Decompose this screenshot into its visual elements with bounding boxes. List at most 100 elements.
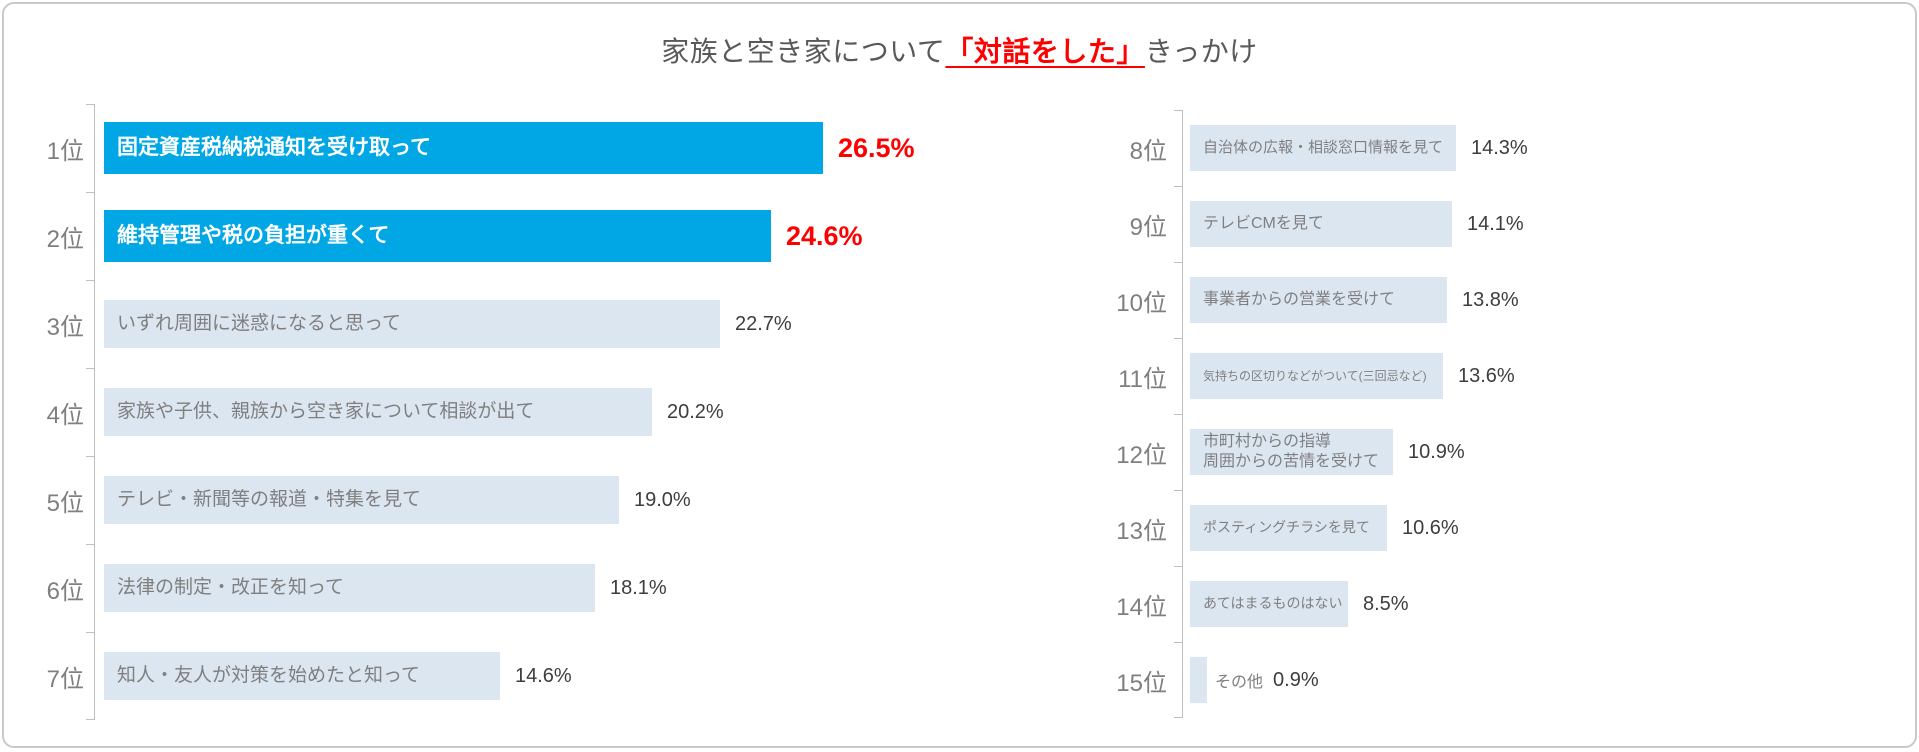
value-label: 24.6% bbox=[786, 220, 863, 251]
rank-label: 10位 bbox=[1116, 289, 1167, 317]
chart-row: 12位 市町村からの指導 周囲からの苦情を受けて 10.9% bbox=[1089, 414, 1899, 490]
rank-label: 6位 bbox=[46, 577, 84, 605]
value-label: 14.3% bbox=[1471, 136, 1528, 159]
bar-label: ポスティングチラシを見て bbox=[1203, 519, 1370, 536]
axis-tick bbox=[86, 368, 94, 369]
chart-row: 7位 知人・友人が対策を始めたと知って 14.6% bbox=[26, 632, 1026, 720]
chart-row: 15位 その他 0.9% bbox=[1089, 642, 1899, 718]
value-label: 18.1% bbox=[610, 576, 667, 599]
bar-label: 固定資産税納税通知を受け取って bbox=[117, 135, 431, 159]
rank-label: 11位 bbox=[1118, 365, 1167, 393]
bar: 自治体の広報・相談窓口情報を見て bbox=[1190, 125, 1456, 171]
bar: テレビCMを見て bbox=[1190, 201, 1452, 247]
rank-label: 13位 bbox=[1116, 517, 1167, 545]
chart-row: 5位 テレビ・新聞等の報道・特集を見て 19.0% bbox=[26, 456, 1026, 544]
chart-row: 3位 いずれ周囲に迷惑になると思って 22.7% bbox=[26, 280, 1026, 368]
chart-row: 8位 自治体の広報・相談窓口情報を見て 14.3% bbox=[1089, 110, 1899, 186]
bar-label: 事業者からの営業を受けて bbox=[1203, 291, 1396, 308]
ranking-column-right: 8位 自治体の広報・相談窓口情報を見て 14.3% 9位 テレビCMを見て 14.1% 10… bbox=[1089, 110, 1899, 718]
bar-label: 知人・友人が対策を始めたと知って bbox=[117, 665, 421, 687]
axis-tick bbox=[86, 104, 94, 105]
value-label: 14.6% bbox=[515, 664, 572, 687]
value-label: 22.7% bbox=[735, 312, 792, 335]
bar: 家族や子供、親族から空き家について相談が出て bbox=[104, 388, 652, 436]
bar: テレビ・新聞等の報道・特集を見て bbox=[104, 476, 619, 524]
chart-row: 4位 家族や子供、親族から空き家について相談が出て 20.2% bbox=[26, 368, 1026, 456]
rank-label: 14位 bbox=[1116, 593, 1167, 621]
chart-row: 6位 法律の制定・改正を知って 18.1% bbox=[26, 544, 1026, 632]
axis-tick bbox=[1174, 566, 1182, 567]
category-axis bbox=[1182, 110, 1183, 718]
value-label: 13.8% bbox=[1462, 288, 1519, 311]
bar: 固定資産税納税通知を受け取って bbox=[104, 122, 823, 174]
value-label: 26.5% bbox=[838, 132, 915, 163]
axis-tick bbox=[86, 456, 94, 457]
bar: 維持管理や税の負担が重くて bbox=[104, 210, 771, 262]
bar: 法律の制定・改正を知って bbox=[104, 564, 595, 612]
axis-tick bbox=[1174, 338, 1182, 339]
title-highlight: 「対話をした」 bbox=[945, 36, 1145, 67]
chart-row: 1位 固定資産税納税通知を受け取って 26.5% bbox=[26, 104, 1026, 192]
axis-tick bbox=[86, 192, 94, 193]
ranking-column-left: 1位 固定資産税納税通知を受け取って 26.5% 2位 維持管理や税の負担が重くて 24.… bbox=[26, 104, 1026, 720]
rank-label: 12位 bbox=[1116, 441, 1167, 469]
bar-label: 家族や子供、親族から空き家について相談が出て bbox=[117, 401, 535, 423]
rank-label: 3位 bbox=[46, 313, 84, 341]
rank-label: 7位 bbox=[46, 665, 84, 693]
axis-tick bbox=[1174, 262, 1182, 263]
value-label: 10.9% bbox=[1408, 440, 1465, 463]
axis-tick bbox=[86, 280, 94, 281]
chart-row: 10位 事業者からの営業を受けて 13.8% bbox=[1089, 262, 1899, 338]
value-label: 13.6% bbox=[1458, 364, 1515, 387]
bar-label: その他 bbox=[1215, 674, 1264, 691]
chart-title: 家族と空き家について「対話をした」きっかけ bbox=[4, 30, 1915, 70]
bar-label: 自治体の広報・相談窓口情報を見て bbox=[1203, 138, 1444, 156]
title-prefix: 家族と空き家について bbox=[661, 36, 946, 67]
rank-label: 8位 bbox=[1129, 137, 1167, 165]
bar-label: テレビCMを見て bbox=[1203, 215, 1324, 232]
rank-label: 4位 bbox=[46, 401, 84, 429]
value-label: 10.6% bbox=[1402, 516, 1459, 539]
value-label: 14.1% bbox=[1467, 212, 1524, 235]
bar-label: 市町村からの指導 周囲からの苦情を受けて bbox=[1203, 433, 1380, 470]
chart-row: 2位 維持管理や税の負担が重くて 24.6% bbox=[26, 192, 1026, 280]
axis-tick bbox=[1174, 717, 1182, 718]
title-suffix: きっかけ bbox=[1144, 36, 1258, 67]
bar-label: 法律の制定・改正を知って bbox=[117, 577, 345, 599]
bar: 知人・友人が対策を始めたと知って bbox=[104, 652, 500, 700]
axis-tick bbox=[86, 544, 94, 545]
bar-label: テレビ・新聞等の報道・特集を見て bbox=[117, 489, 422, 511]
rank-label: 15位 bbox=[1116, 669, 1167, 697]
bar: ポスティングチラシを見て bbox=[1190, 505, 1387, 551]
axis-tick bbox=[1174, 186, 1182, 187]
value-label: 20.2% bbox=[667, 400, 724, 423]
axis-tick bbox=[86, 632, 94, 633]
rank-label: 1位 bbox=[46, 137, 84, 165]
axis-tick bbox=[1174, 414, 1182, 415]
chart-row: 14位 あてはまるものはない 8.5% bbox=[1089, 566, 1899, 642]
bar bbox=[1190, 657, 1207, 703]
rank-label: 5位 bbox=[46, 489, 84, 517]
bar: 市町村からの指導 周囲からの苦情を受けて bbox=[1190, 429, 1393, 475]
bar: 気持ちの区切りなどがついて(三回忌など) bbox=[1190, 353, 1443, 399]
bar: 事業者からの営業を受けて bbox=[1190, 277, 1447, 323]
value-label: 0.9% bbox=[1273, 668, 1319, 691]
bar-label: いずれ周囲に迷惑になると思って bbox=[117, 313, 402, 335]
value-label: 8.5% bbox=[1363, 592, 1409, 615]
rank-label: 2位 bbox=[46, 225, 84, 253]
bar: あてはまるものはない bbox=[1190, 581, 1348, 627]
chart-row: 13位 ポスティングチラシを見て 10.6% bbox=[1089, 490, 1899, 566]
bar-label: あてはまるものはない bbox=[1203, 595, 1343, 612]
chart-row: 11位 気持ちの区切りなどがついて(三回忌など) 13.6% bbox=[1089, 338, 1899, 414]
axis-tick bbox=[1174, 110, 1182, 111]
axis-tick bbox=[1174, 490, 1182, 491]
axis-tick bbox=[1174, 642, 1182, 643]
axis-tick bbox=[86, 719, 94, 720]
bar-label: 気持ちの区切りなどがついて(三回忌など) bbox=[1203, 368, 1427, 383]
rank-label: 9位 bbox=[1129, 213, 1167, 241]
value-label: 19.0% bbox=[634, 488, 691, 511]
category-axis bbox=[94, 104, 95, 720]
bar-label: 維持管理や税の負担が重くて bbox=[117, 223, 390, 247]
chart-row: 9位 テレビCMを見て 14.1% bbox=[1089, 186, 1899, 262]
